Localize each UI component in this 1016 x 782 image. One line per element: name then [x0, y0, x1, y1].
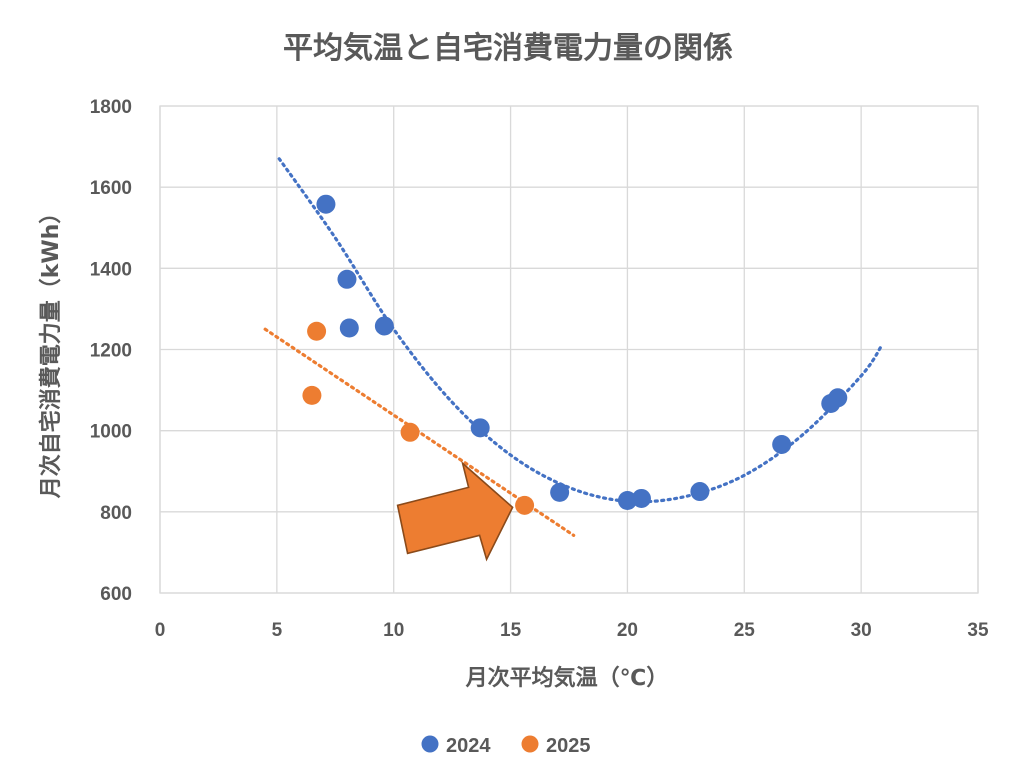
legend-marker-2024: [421, 735, 439, 753]
point-2024: [617, 490, 637, 510]
x-tick-label: 25: [734, 620, 756, 641]
plot-border: [159, 105, 979, 594]
point-2024: [550, 482, 570, 502]
data-points: [302, 194, 848, 515]
x-tick-label: 10: [383, 620, 404, 641]
point-2024: [316, 194, 336, 214]
point-2024: [828, 388, 848, 408]
chart-title: 平均気温と自宅消費電力量の関係: [283, 31, 733, 66]
y-tick-label: 1800: [90, 97, 132, 118]
x-tick-label: 20: [617, 620, 638, 641]
legend: 2024 2025: [421, 735, 591, 757]
legend-label-2025: 2025: [546, 735, 591, 757]
annotation-arrow-shape: [396, 461, 514, 562]
annotation-arrow: [396, 461, 514, 562]
point-2025: [400, 422, 420, 442]
trendlines: [263, 157, 884, 537]
y-tick-label: 800: [100, 503, 132, 524]
trendline-2024: [277, 157, 884, 504]
y-tick-label: 600: [100, 584, 132, 605]
legend-marker-2025: [521, 735, 539, 753]
point-2025: [515, 495, 535, 515]
x-axis-label: 月次平均気温（℃）: [465, 665, 669, 691]
legend-label-2024: 2024: [446, 735, 491, 757]
grid: [159, 105, 979, 594]
point-2025: [302, 385, 322, 405]
x-tick-label: 35: [967, 620, 989, 641]
point-2024: [772, 434, 792, 454]
x-tick-label: 0: [155, 620, 166, 641]
y-tick-label: 1200: [90, 341, 132, 362]
x-tick-label: 5: [272, 620, 283, 641]
point-2024: [337, 269, 357, 289]
x-tick-label: 30: [851, 620, 872, 641]
point-2025: [307, 321, 327, 341]
point-2024: [470, 418, 490, 438]
plot-area: [159, 105, 979, 594]
axis-ticks: 600 800 1000 1200 1400 1600 1800 0 5 10 15 20 25 30 35: [90, 97, 989, 641]
y-tick-label: 1600: [90, 178, 132, 199]
y-tick-label: 1400: [90, 259, 132, 280]
y-axis-label: 月次自宅消費電力量（kWh）: [38, 202, 64, 500]
x-tick-label: 15: [500, 620, 522, 641]
point-2024: [339, 318, 359, 338]
y-tick-label: 1000: [90, 422, 132, 443]
point-2024: [631, 488, 651, 508]
point-2024: [690, 482, 710, 502]
point-2024: [374, 316, 394, 336]
